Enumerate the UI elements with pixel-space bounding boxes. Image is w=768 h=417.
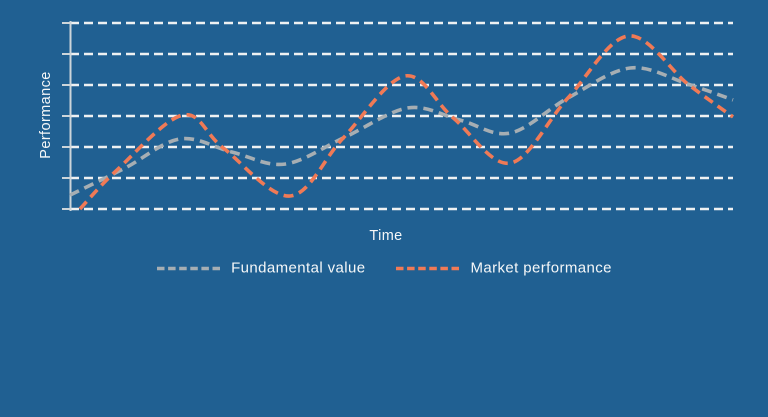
x-axis-label: Time xyxy=(369,228,403,244)
legend: Fundamental value Market performance xyxy=(0,260,768,277)
series-line-market-performance xyxy=(78,34,735,211)
legend-label-fundamental-value: Fundamental value xyxy=(231,259,366,277)
fundamental-value-dash-swatch xyxy=(157,266,222,270)
market-performance-dash-swatch xyxy=(396,266,461,270)
legend-item-fundamental-value: Fundamental value xyxy=(156,260,365,277)
y-axis-label: Performance xyxy=(38,71,54,159)
series-line-fundamental-value xyxy=(69,65,734,197)
legend-label-market-performance: Market performance xyxy=(470,259,612,277)
legend-item-market-performance: Market performance xyxy=(395,259,612,277)
